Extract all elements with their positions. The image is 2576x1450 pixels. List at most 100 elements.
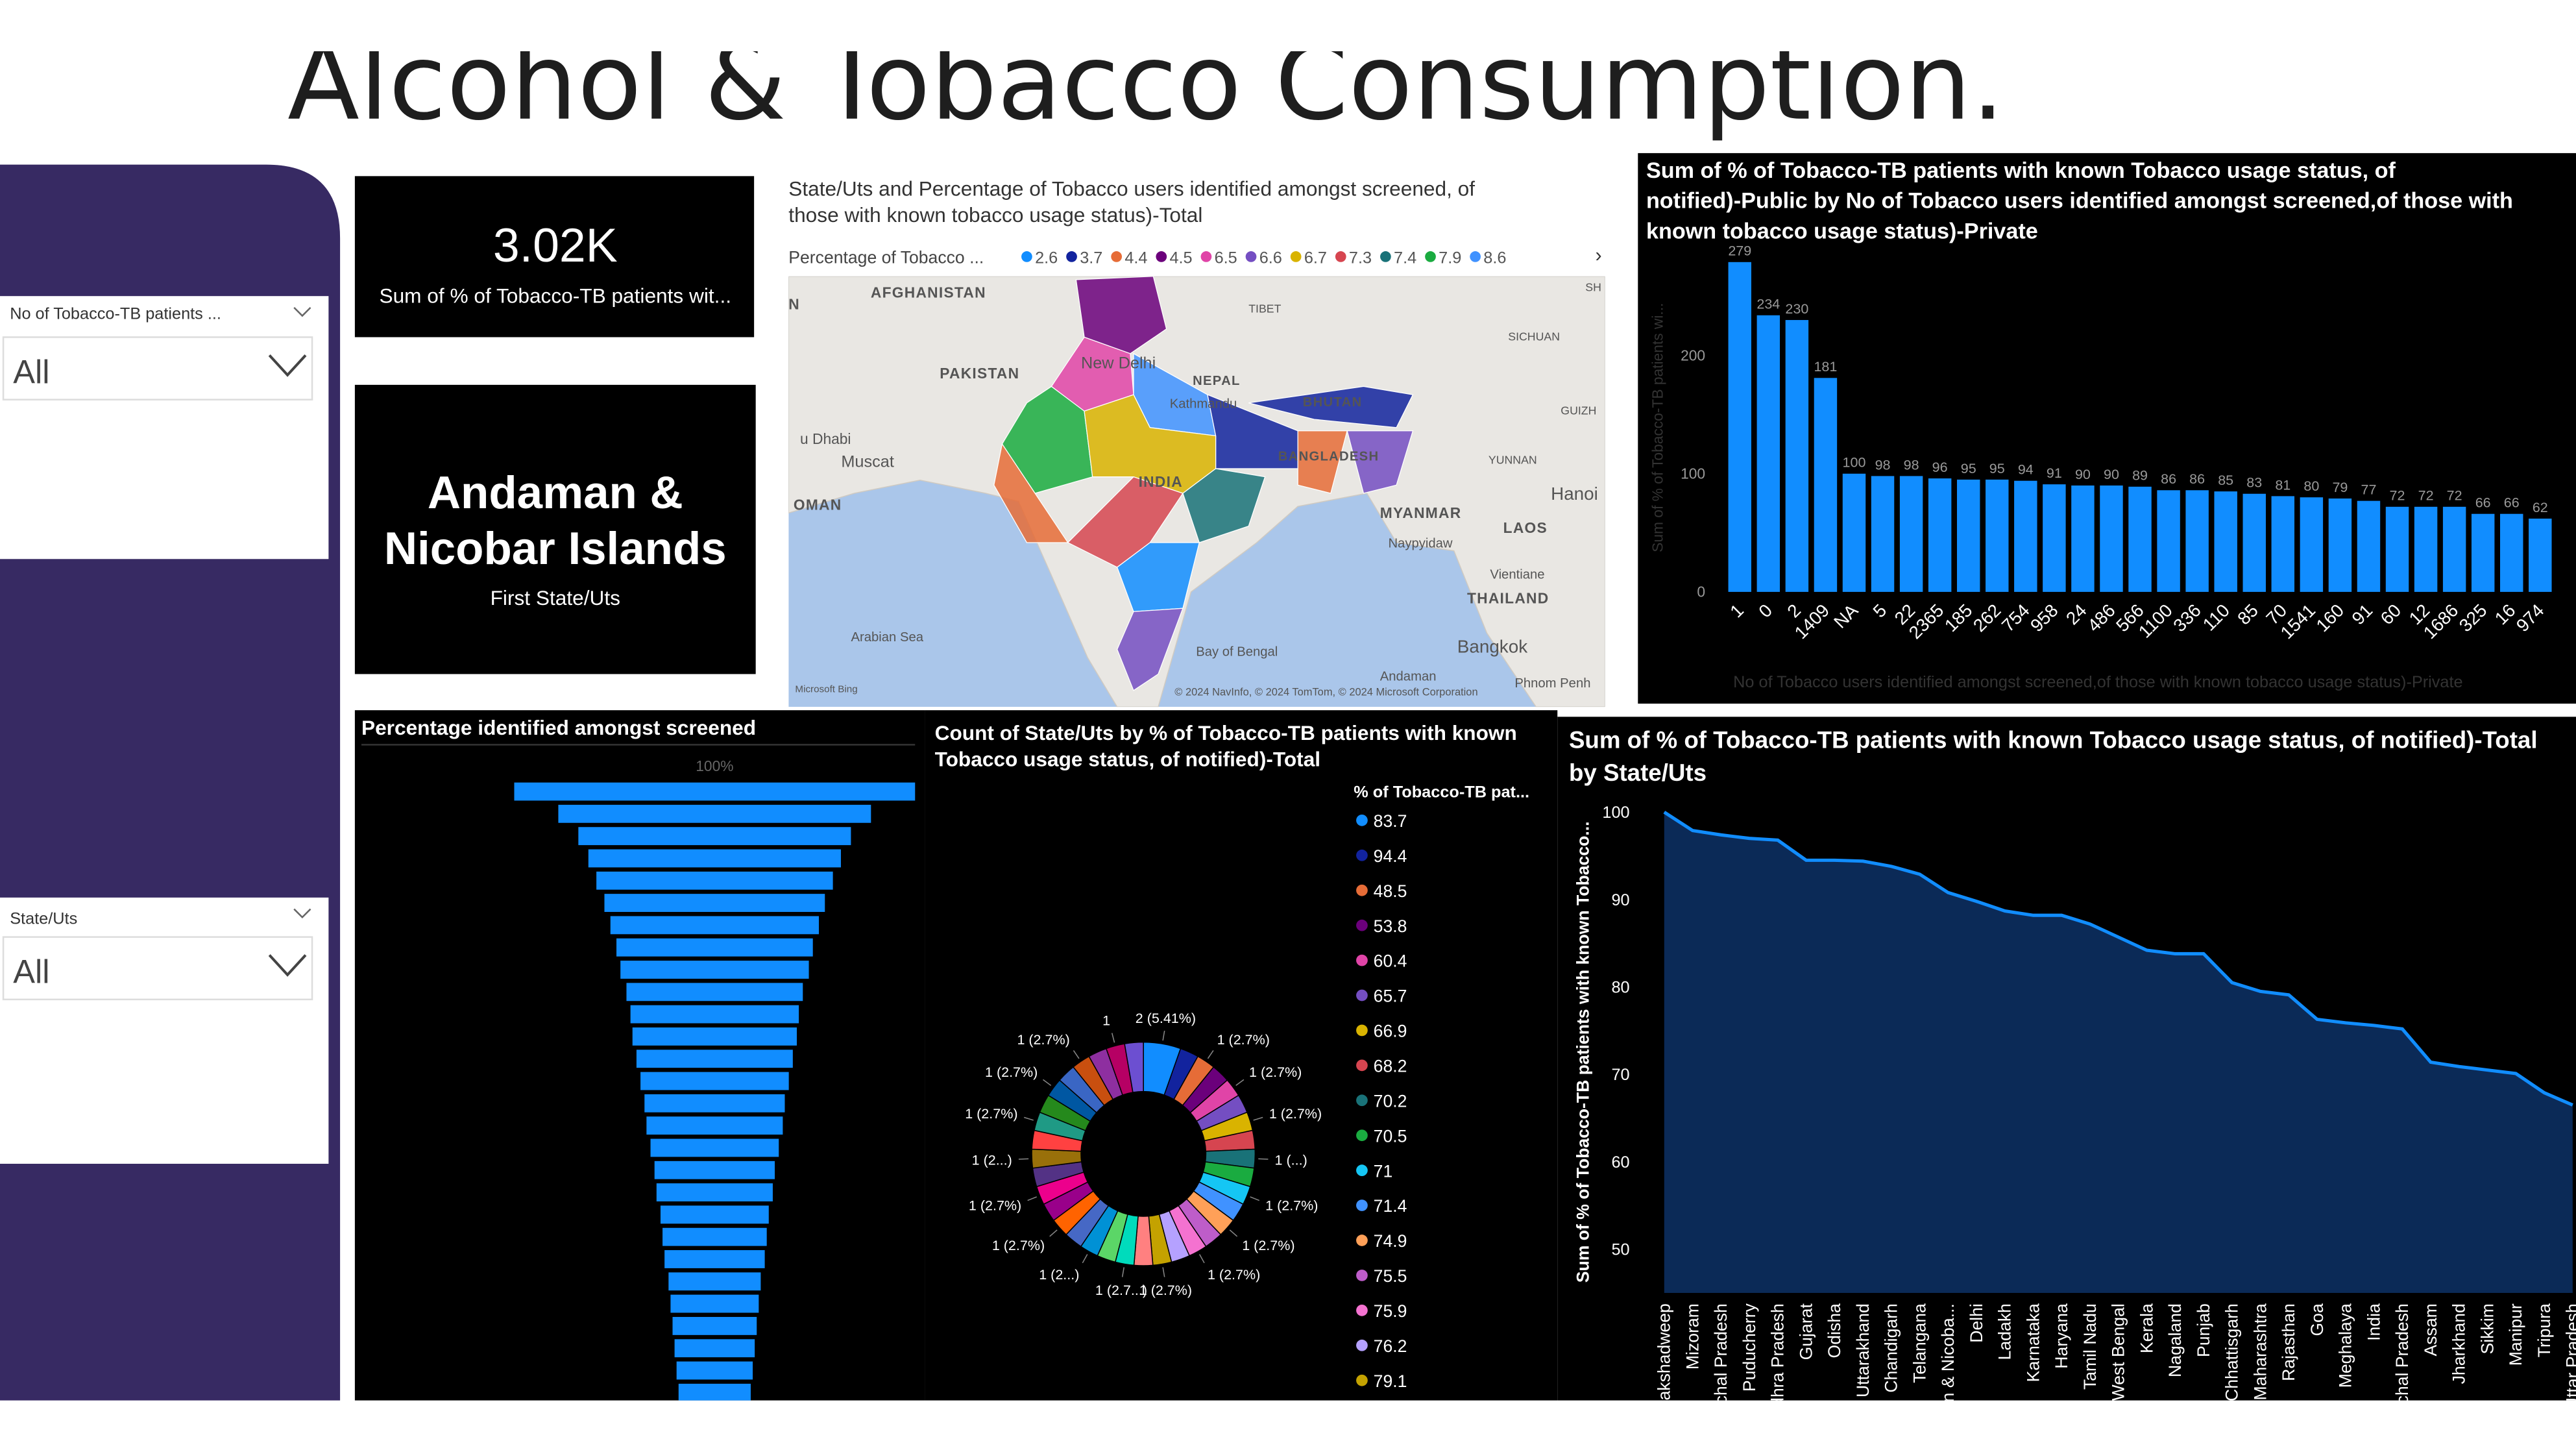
map-label: THAILAND: [1467, 590, 1549, 607]
funnel-bar: [636, 1050, 793, 1068]
slicer[interactable]: No of Tobacco-TB patients ... All: [0, 296, 329, 559]
data-label: 89: [2132, 468, 2148, 484]
bar: [2185, 490, 2209, 592]
card-value: Andaman &: [428, 467, 683, 519]
slicer[interactable]: State/Uts All: [0, 897, 329, 1164]
x-tick-label: Andhra Pradesh: [1768, 1303, 1788, 1428]
legend-swatch: [1335, 251, 1346, 262]
legend-label: 53.8: [1374, 916, 1407, 936]
plot: Sum of % of Tobacco-TB patients with kno…: [1646, 158, 2552, 691]
map-label: Muscat: [841, 452, 894, 471]
donut-slice: [1124, 1041, 1144, 1093]
x-tick-label: West Bengal: [2109, 1303, 2128, 1401]
legend-label: 60.4: [1374, 952, 1407, 971]
data-label: 181: [1814, 359, 1837, 375]
data-label: 100%: [696, 757, 733, 774]
funnel-bar: [630, 1005, 799, 1024]
data-label: 1 (2.7...): [1095, 1283, 1147, 1298]
leader-line: [1049, 1229, 1058, 1237]
legend-swatch: [1356, 1059, 1368, 1072]
bar: [1814, 378, 1838, 592]
data-label: 1 (2...): [972, 1152, 1012, 1168]
funnel-bar: [662, 1227, 767, 1246]
title-crop: [0, 0, 2576, 51]
legend-label: 70.5: [1374, 1126, 1407, 1146]
map-label: NEPAL: [1193, 374, 1240, 388]
data-label: 79: [2332, 480, 2348, 495]
map-label: Hanoi: [1551, 484, 1598, 504]
bar: [2014, 480, 2037, 592]
region: [993, 443, 1069, 543]
y-tick-label: 100: [1681, 465, 1705, 482]
y-tick-label: 60: [1611, 1153, 1629, 1172]
data-label: 279: [1728, 243, 1751, 259]
data-label: 1 (2.7%): [1265, 1198, 1318, 1214]
region: [1116, 542, 1200, 612]
legend-label: 8.6: [1483, 249, 1506, 267]
chevron: [293, 307, 311, 317]
data-label: 1 (2.7%): [969, 1198, 1021, 1214]
region: [1182, 468, 1266, 543]
dropdown[interactable]: [2, 336, 313, 400]
bar: [1756, 315, 1780, 592]
dropdown[interactable]: [2, 936, 313, 1001]
card: Andaman & Nicobar Islands First State/Ut…: [354, 384, 756, 674]
funnel-bar: [588, 849, 841, 868]
legend-more[interactable]: ›: [1595, 244, 1601, 266]
map-label: Kathmandu: [1170, 397, 1237, 411]
funnel-bar: [644, 1094, 785, 1112]
x-tick-label: Jharkhand: [2449, 1303, 2469, 1384]
data-label: 90: [2075, 467, 2091, 482]
map-label: Arabian Sea: [851, 630, 924, 645]
legend-swatch: [1356, 849, 1368, 861]
legend-label: 4.4: [1124, 249, 1147, 267]
data-label: 72: [2390, 488, 2405, 504]
funnel-bar: [558, 804, 871, 823]
region: [1207, 394, 1298, 469]
bar: [1785, 320, 1809, 592]
funnel-bar: [646, 1116, 783, 1135]
map-label: INDIA: [1139, 473, 1183, 490]
leader-line: [1235, 1079, 1245, 1087]
data-label: 81: [2275, 477, 2290, 493]
map-label: MYANMAR: [1380, 504, 1462, 521]
legend-label: 3.7: [1080, 249, 1102, 267]
legend-label: 83.7: [1374, 811, 1407, 831]
bar: [2214, 491, 2237, 592]
legend-label: 6.7: [1304, 249, 1327, 267]
data-label: 1 (2.7%): [1139, 1283, 1192, 1298]
x-tick-label: India: [2364, 1303, 2383, 1341]
x-tick-label: Chhattisgarh: [2222, 1303, 2242, 1401]
legend-label: 68.2: [1374, 1056, 1407, 1075]
legend-label: 75.9: [1374, 1301, 1407, 1321]
data-label: 1 (2.7%): [985, 1064, 1038, 1080]
x-tick-label: Assam: [2421, 1303, 2440, 1356]
data-label: 1 (2.7%): [992, 1238, 1045, 1253]
leader-line: [1229, 1229, 1238, 1237]
slicer-label: State/Uts: [10, 909, 77, 928]
x-tick-label: Rajasthan: [2279, 1303, 2298, 1381]
chart-title: those with known tobacco usage status)-T…: [788, 203, 1202, 227]
x-tick-label: Haryana: [2052, 1303, 2071, 1369]
visual-box: [925, 710, 1558, 1401]
legend-swatch: [1425, 251, 1436, 262]
data-label: 1 (2.7%): [1208, 1267, 1260, 1283]
bar: [2385, 506, 2409, 592]
card: 3.02K Sum of % of Tobacco-TB patients wi…: [354, 176, 755, 338]
legend-label: 70.2: [1374, 1091, 1407, 1111]
region: [1116, 608, 1184, 691]
chart-title: State/Uts and Percentage of Tobacco user…: [788, 177, 1475, 201]
legend-swatch: [1356, 1164, 1368, 1177]
map-label: AFGHANISTAN: [871, 284, 986, 301]
legend-swatch: [1356, 1199, 1368, 1211]
region: [1075, 276, 1167, 354]
legend-swatch: [1200, 251, 1212, 262]
legend-label: 2.6: [1035, 249, 1058, 267]
map-label: Microsoft Bing: [795, 683, 857, 694]
legend-swatch: [1380, 251, 1391, 262]
bar: [2271, 496, 2295, 592]
plot: Percentage identified amongst screened 10…: [361, 716, 916, 1401]
bar: [2357, 500, 2381, 592]
x-axis-title: No of Tobacco users identified amongst s…: [1733, 673, 2462, 691]
